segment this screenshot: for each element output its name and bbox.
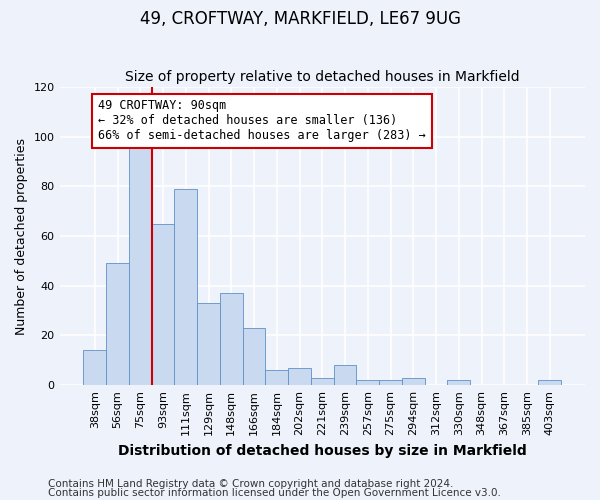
Bar	[197, 303, 220, 385]
Bar	[152, 224, 175, 385]
Title: Size of property relative to detached houses in Markfield: Size of property relative to detached ho…	[125, 70, 520, 85]
Bar	[288, 368, 311, 385]
Bar	[334, 366, 356, 385]
Text: Contains HM Land Registry data © Crown copyright and database right 2024.: Contains HM Land Registry data © Crown c…	[48, 479, 454, 489]
Bar	[356, 380, 379, 385]
Bar	[265, 370, 288, 385]
X-axis label: Distribution of detached houses by size in Markfield: Distribution of detached houses by size …	[118, 444, 527, 458]
Bar	[311, 378, 334, 385]
Text: 49 CROFTWAY: 90sqm
← 32% of detached houses are smaller (136)
66% of semi-detach: 49 CROFTWAY: 90sqm ← 32% of detached hou…	[98, 100, 426, 142]
Bar	[402, 378, 425, 385]
Bar	[538, 380, 561, 385]
Bar	[448, 380, 470, 385]
Text: 49, CROFTWAY, MARKFIELD, LE67 9UG: 49, CROFTWAY, MARKFIELD, LE67 9UG	[139, 10, 461, 28]
Text: Contains public sector information licensed under the Open Government Licence v3: Contains public sector information licen…	[48, 488, 501, 498]
Bar	[106, 264, 129, 385]
Y-axis label: Number of detached properties: Number of detached properties	[15, 138, 28, 334]
Bar	[129, 144, 152, 385]
Bar	[379, 380, 402, 385]
Bar	[242, 328, 265, 385]
Bar	[220, 294, 242, 385]
Bar	[83, 350, 106, 385]
Bar	[175, 189, 197, 385]
